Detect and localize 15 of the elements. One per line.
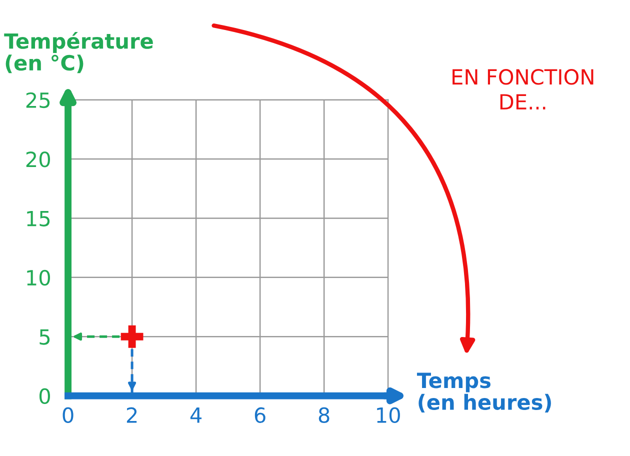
x-tick-label: 2 xyxy=(126,407,137,423)
x-tick-label: 8 xyxy=(318,407,330,424)
y-tick-label: 15 xyxy=(27,210,50,226)
x-tick-label: 6 xyxy=(254,407,266,424)
text: EN FONCTION DE... xyxy=(452,69,594,110)
y-axis-title: Température (en °C) xyxy=(4,32,153,74)
y-tick-label: 10 xyxy=(27,270,50,286)
y-tick-label: 20 xyxy=(26,152,50,168)
x-tick-label: 10 xyxy=(377,407,400,424)
y-tick-label: 25 xyxy=(26,92,50,108)
x-tick-label: 4 xyxy=(190,408,202,423)
y-tick-label: 0 xyxy=(39,388,50,404)
x-axis-title: Temps (en heures) xyxy=(416,372,551,412)
y-tick-label: 5 xyxy=(40,329,50,345)
x-tick-label: 0 xyxy=(62,407,74,424)
